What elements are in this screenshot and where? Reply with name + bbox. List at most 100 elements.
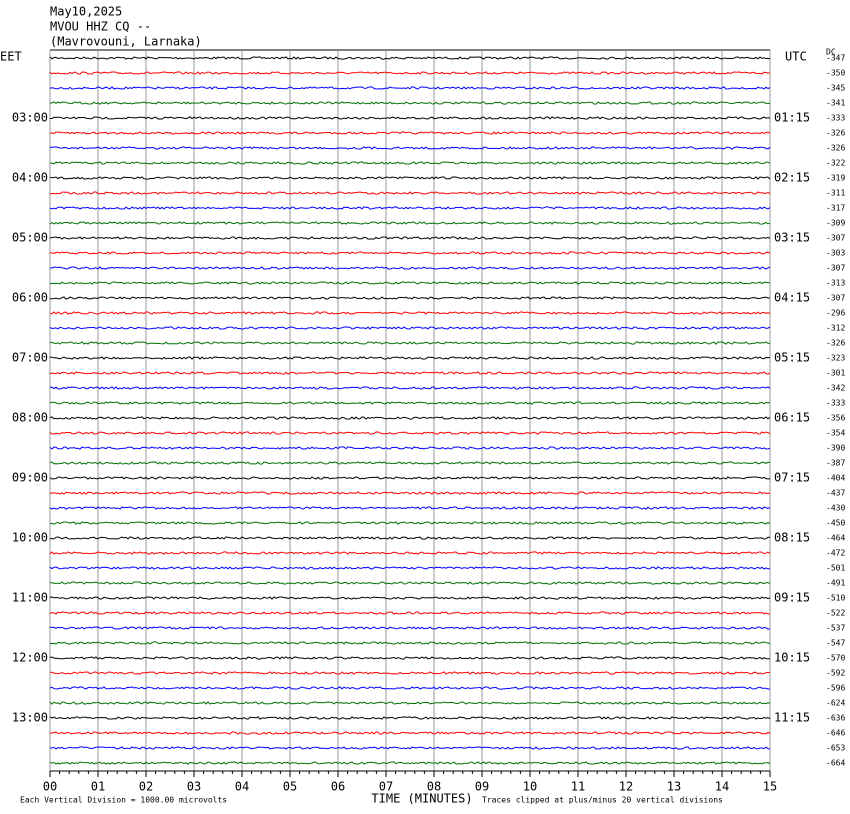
trace [49,596,771,600]
trace [49,326,771,330]
right-time-label: 02:15 [774,171,810,185]
trace [50,116,771,120]
trace [49,131,771,135]
x-tick-label: 06 [331,780,345,794]
dc-label: -653 [826,744,845,753]
trace [49,221,771,225]
dc-label: -326 [826,129,845,138]
dc-label: -322 [826,159,845,168]
left-time-label: 11:00 [12,591,48,605]
x-tick-label: 09 [475,780,489,794]
dc-label: -510 [826,594,845,603]
dc-label: -547 [826,639,845,648]
left-time-label: 05:00 [12,231,48,245]
dc-label: -309 [826,219,845,228]
right-time-label: 10:15 [774,651,810,665]
x-tick-label: 04 [235,780,249,794]
x-tick-label: 00 [43,780,57,794]
trace [49,251,771,255]
dc-label: -333 [826,399,845,408]
dc-label: -491 [826,579,845,588]
right-time-label: 05:15 [774,351,810,365]
trace [49,656,770,660]
right-time-label: 07:15 [774,471,810,485]
x-tick-label: 03 [187,780,201,794]
trace [49,401,771,405]
x-tick-label: 05 [283,780,297,794]
x-tick-label: 07 [379,780,393,794]
x-tick-label: 02 [139,780,153,794]
trace [49,101,771,105]
trace [49,761,771,765]
dc-label: -390 [826,444,845,453]
trace [49,626,771,630]
trace [49,566,770,570]
trace [49,206,771,210]
trace [49,581,771,585]
x-tick-label: 01 [91,780,105,794]
dc-label: -333 [826,114,845,123]
right-time-label: 06:15 [774,411,810,425]
x-tick-label: 12 [619,780,633,794]
dc-label: -464 [826,534,845,543]
trace [50,536,771,540]
dc-label: -354 [826,429,845,438]
left-time-label: 12:00 [12,651,48,665]
dc-label: -341 [826,99,845,108]
dc-label: -596 [826,684,845,693]
right-time-label: 04:15 [774,291,810,305]
dc-label: -319 [826,174,845,183]
left-zone: EET [0,50,22,64]
trace [49,551,771,555]
scale-note: Each Vertical Division = 1000.00 microvo… [20,796,227,805]
dc-label: -472 [826,549,845,558]
trace [49,671,771,675]
dc-label: -307 [826,294,845,303]
dc-label: -311 [826,189,845,198]
trace [49,341,771,345]
right-time-label: 01:15 [774,111,810,125]
x-tick-label: 11 [571,780,585,794]
trace [49,191,771,195]
dc-label: -570 [826,654,845,663]
trace [49,641,771,645]
dc-label: -303 [826,249,845,258]
dc-label: -323 [826,354,845,363]
dc-label: -430 [826,504,845,513]
dc-label: -317 [826,204,845,213]
trace [49,611,770,615]
dc-label: -350 [826,69,845,78]
trace [49,371,771,375]
dc-label: -301 [826,369,845,378]
trace [49,386,771,390]
dc-label: -664 [826,759,845,768]
trace [49,86,771,90]
dc-label: -296 [826,309,845,318]
x-tick-label: 10 [523,780,537,794]
right-zone: UTC [785,50,807,64]
trace [49,431,771,435]
left-time-label: 04:00 [12,171,48,185]
trace [49,71,771,75]
x-tick-label: 15 [763,780,777,794]
trace [49,716,771,720]
dc-header: DC [826,48,836,57]
dc-label: -437 [826,489,845,498]
trace [49,701,771,705]
trace [49,356,771,360]
trace [49,476,771,480]
dc-label: -646 [826,729,845,738]
dc-label: -537 [826,624,845,633]
dc-label: -307 [826,234,845,243]
left-time-label: 08:00 [12,411,48,425]
trace [49,416,771,420]
dc-label: -342 [826,384,845,393]
trace [49,311,771,315]
trace [49,236,771,240]
x-tick-label: 14 [715,780,729,794]
dc-label: -326 [826,144,845,153]
trace [49,506,771,510]
right-time-label: 11:15 [774,711,810,725]
title-line: MVOU HHZ CQ -- [50,20,151,34]
